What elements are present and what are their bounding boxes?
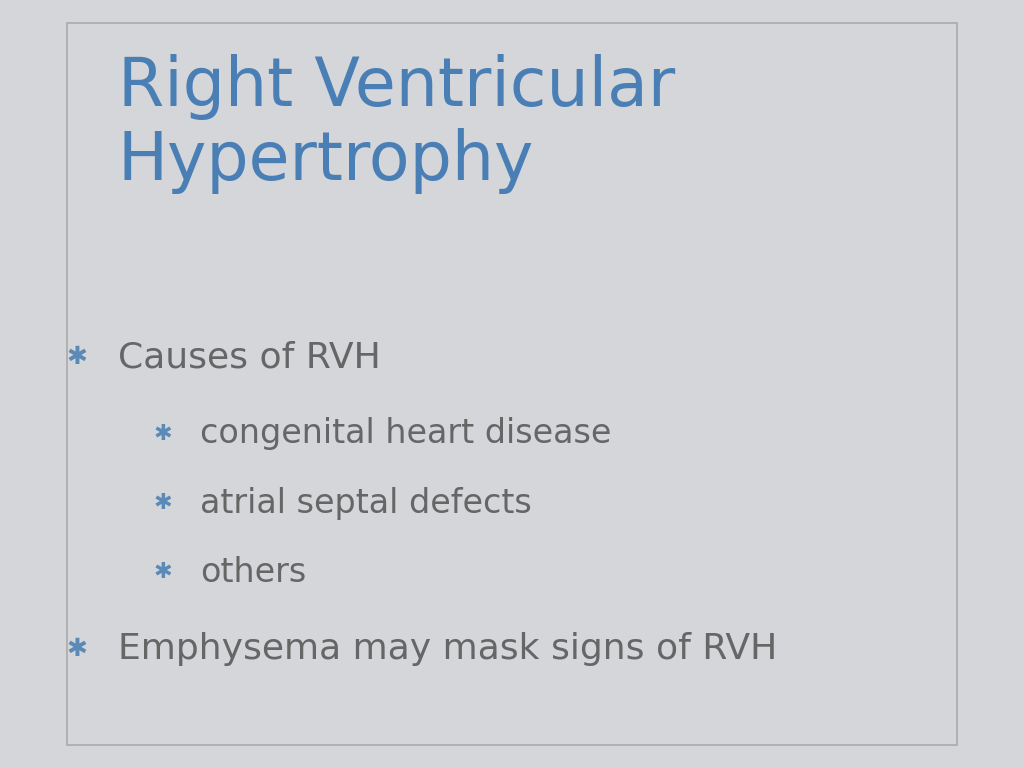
Text: ✱: ✱ (67, 637, 88, 661)
Text: Causes of RVH: Causes of RVH (118, 340, 381, 374)
Text: Emphysema may mask signs of RVH: Emphysema may mask signs of RVH (118, 632, 777, 666)
Text: ✱: ✱ (154, 493, 172, 513)
Text: others: others (200, 556, 306, 588)
Text: ✱: ✱ (154, 424, 172, 444)
FancyBboxPatch shape (67, 23, 957, 745)
Text: atrial septal defects: atrial septal defects (200, 487, 531, 519)
Text: ✱: ✱ (154, 562, 172, 582)
Text: congenital heart disease: congenital heart disease (200, 418, 611, 450)
Text: Right Ventricular
Hypertrophy: Right Ventricular Hypertrophy (118, 54, 675, 194)
Text: ✱: ✱ (67, 345, 88, 369)
